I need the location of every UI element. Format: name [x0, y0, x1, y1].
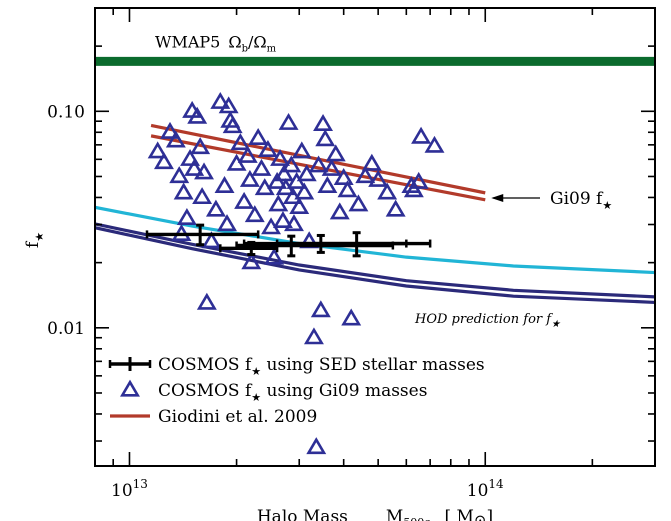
gi09-triangle-point-75	[411, 126, 432, 144]
gi09-triangle-point-66	[348, 194, 369, 212]
gi09-triangle-point-70	[377, 182, 398, 200]
gi09-triangle-point-63	[333, 167, 354, 185]
gi09-triangle-point-74	[403, 180, 424, 198]
gi09-triangle-point-26	[234, 191, 255, 209]
gi09-triangle-point-1	[153, 152, 174, 170]
gi09-triangle-point-65	[341, 308, 362, 326]
gi09-triangle-point-68	[361, 153, 382, 171]
gi09-triangle-point-50	[294, 182, 315, 200]
gi09-triangle-point-23	[222, 116, 243, 134]
gi09-triangle-point-48	[289, 196, 310, 214]
gi09-triangle-point-3	[165, 130, 186, 148]
gi09-triangle-point-40	[272, 211, 293, 229]
gi09-triangle-point-58	[315, 129, 336, 147]
legend: COSMOS f★ using SED stellar masses COSMOS…	[108, 355, 485, 427]
gi09-triangle-point-24	[226, 153, 247, 171]
gi09-triangle-point-34	[257, 139, 278, 157]
gi09-triangle-point-7	[176, 208, 197, 226]
gi09-triangle-point-25	[230, 133, 251, 151]
annotations: WMAP5 Ωb/Ωm Gi09 f★ HOD prediction for f★	[155, 32, 612, 330]
gi09-triangle-point-20	[217, 214, 237, 232]
sed-errorbar-point-4	[275, 231, 432, 258]
gi09-label: Gi09 f★	[550, 189, 612, 212]
y-axis-label: f★	[23, 232, 46, 248]
gi09-triangle-point-39	[270, 148, 291, 166]
gi09-triangle-point-62	[329, 202, 350, 220]
axes-frame	[94, 7, 656, 467]
gi09-triangle-point-51	[296, 164, 317, 182]
gi09-triangle-point-29	[241, 252, 262, 270]
gi09-triangle-point-69	[368, 169, 389, 187]
gi09-triangle-point-71	[385, 199, 406, 217]
gi09-triangle-point-46	[284, 214, 304, 232]
gi09-triangle-point-41	[274, 164, 295, 182]
gi09-triangle-point-32	[251, 158, 272, 176]
series-4-line-1	[95, 226, 655, 305]
gi09-triangle-point-18	[210, 91, 231, 109]
gi09-triangle-point-21	[218, 96, 239, 114]
gi09-triangle-point-31	[248, 127, 269, 145]
gi09-triangle-point-19	[214, 176, 235, 193]
gi09-arrow-head	[491, 193, 504, 202]
hod-prediction-label: HOD prediction for f★	[414, 312, 561, 330]
gi09-triangle-point-17	[205, 199, 226, 217]
legend-triangle-icon	[120, 379, 140, 397]
gi09-triangle-point-13	[192, 187, 213, 205]
gi09-triangle-point-49	[291, 141, 312, 159]
gi09-triangle-point-53	[303, 327, 324, 345]
x-tick-label: 1014	[467, 477, 504, 501]
gi09-triangle-point-0	[147, 141, 168, 159]
gi09-triangle-point-10	[184, 158, 205, 176]
gi09-triangle-point-36	[264, 247, 285, 265]
gi09-triangle-point-11	[187, 106, 208, 124]
gi09-triangle-point-56	[310, 300, 331, 318]
legend-label: Giodini et al. 2009	[158, 407, 317, 427]
gi09-triangle-point-15	[196, 292, 217, 310]
gi09-triangle-point-44	[281, 155, 302, 173]
gi09-triangle-point-76	[424, 135, 445, 153]
gi09-triangle-point-54	[306, 437, 327, 455]
sed-errorbar-point-0	[145, 223, 260, 247]
legend-item-0: COSMOS f★ using SED stellar masses	[108, 355, 485, 378]
legend-label: COSMOS f★ using Gi09 masses	[158, 381, 427, 404]
legend-item-1: COSMOS f★ using Gi09 masses	[120, 379, 427, 404]
gi09-triangle-point-67	[355, 166, 376, 184]
plot-area	[95, 56, 655, 455]
gi09-triangle-point-14	[194, 162, 214, 180]
gi09-triangle-point-28	[239, 169, 260, 187]
sed-errorbar-point-2	[235, 234, 395, 258]
gi09-triangle-point-38	[268, 194, 289, 212]
series-2-line-1	[150, 134, 486, 202]
legend-label: COSMOS f★ using SED stellar masses	[158, 355, 485, 378]
gi09-triangle-point-64	[337, 180, 358, 198]
gi09-triangle-point-6	[173, 182, 194, 200]
y-tick-label: 0.10	[47, 102, 85, 122]
axes: 1013 1014 0.10 0.01 Halo MassM500c[ M⊙] f★	[23, 7, 656, 521]
gi09-triangle-point-12	[190, 137, 211, 155]
series-3-line-0	[95, 205, 655, 275]
legend-item-2: Giodini et al. 2009	[110, 407, 317, 427]
x-axis-label: Halo MassM500c[ M⊙]	[257, 507, 493, 521]
gi09-triangle-point-57	[313, 114, 334, 131]
gi09-triangle-point-59	[317, 176, 338, 193]
wmap5-label: WMAP5 Ωb/Ωm	[155, 32, 277, 54]
y-tick-label: 0.01	[47, 319, 85, 339]
gi09-triangle-point-4	[169, 166, 190, 184]
gi09-triangle-point-27	[237, 145, 258, 163]
gi09-triangle-point-30	[244, 205, 265, 223]
gi09-triangle-point-8	[180, 148, 201, 166]
gi09-triangle-point-16	[201, 231, 222, 249]
gi09-triangle-point-2	[160, 121, 180, 139]
gi09-triangle-point-61	[325, 144, 346, 162]
gi09-triangle-point-73	[408, 171, 429, 189]
gi09-triangle-point-55	[308, 155, 329, 173]
gi09-triangle-point-43	[278, 112, 299, 130]
gi09-triangle-point-60	[321, 158, 342, 176]
x-tick-label: 1013	[111, 477, 148, 501]
